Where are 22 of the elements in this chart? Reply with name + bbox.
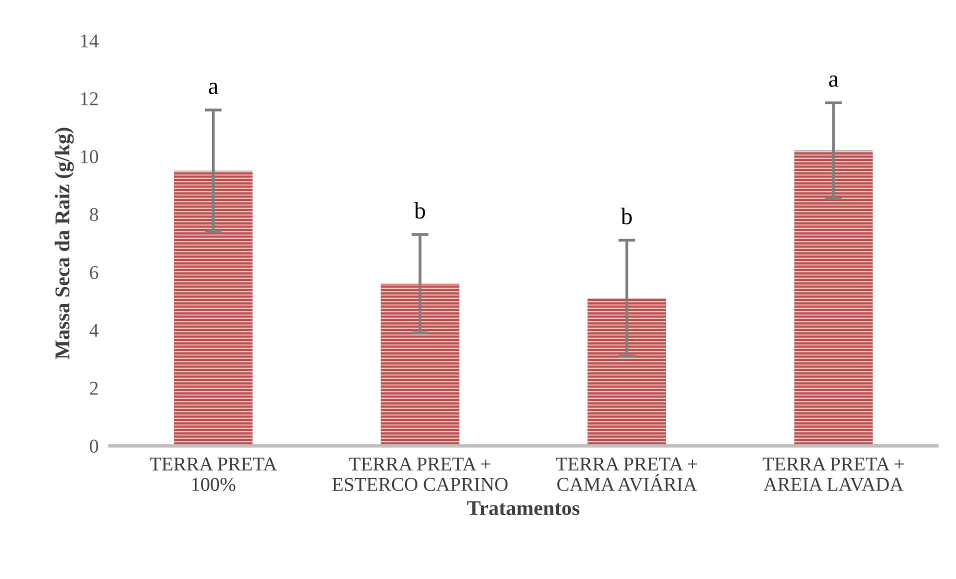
y-axis-title: Massa Seca da Raiz (g/kg): [54, 128, 74, 360]
y-tick-label: 10: [81, 150, 98, 164]
annotation: b: [620, 208, 632, 224]
y-tick-label: 2: [90, 382, 98, 395]
annotation: b: [414, 202, 426, 219]
x-tick-label: TERRA PRETA + CAMA AVIÁRIA: [556, 458, 697, 492]
y-tick-label: 6: [90, 266, 98, 280]
x-axis-title: Tratamentos: [467, 501, 580, 516]
y-tick-label: 14: [81, 34, 99, 48]
y-tick-label: 8: [90, 208, 98, 222]
annotation: a: [208, 82, 218, 94]
y-tick-label: 12: [81, 92, 98, 106]
bar: [380, 284, 460, 446]
y-tick-label: 4: [89, 324, 99, 337]
bar: [174, 170, 253, 446]
x-tick-label: TERRA PRETA + ESTERCO CAPRINO: [332, 458, 508, 491]
bar: [794, 150, 873, 446]
y-tick-label: 0: [90, 440, 98, 453]
bar: [588, 298, 666, 446]
annotation: a: [829, 76, 838, 87]
x-tick-label: TERRA PRETA 100%: [150, 458, 277, 492]
x-tick-label: TERRA PRETA + AREIA LAVADA: [762, 458, 904, 492]
